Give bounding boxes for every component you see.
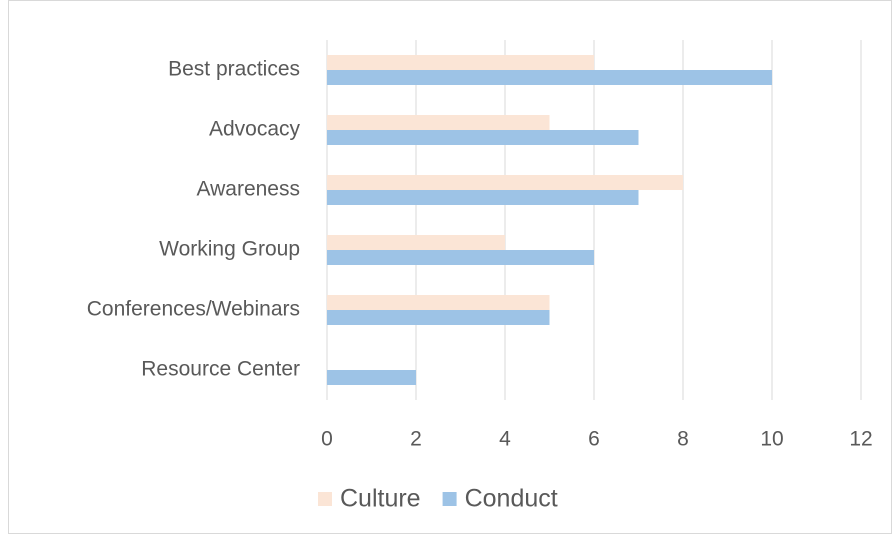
x-tick-label: 4 (499, 428, 511, 451)
bar (327, 190, 639, 205)
x-tick-label: 0 (321, 428, 333, 451)
bar (327, 115, 550, 130)
legend-swatch (318, 492, 332, 506)
bar (327, 130, 639, 145)
x-tick-label: 8 (677, 428, 689, 451)
legend-label: Conduct (465, 485, 558, 513)
y-tick-label: Awareness (196, 178, 300, 201)
y-tick-label: Best practices (168, 58, 300, 81)
bar (327, 370, 416, 385)
bar (327, 235, 505, 250)
y-tick-label: Working Group (159, 238, 300, 261)
chart-border (8, 0, 892, 534)
legend-label: Culture (340, 485, 421, 513)
x-tick-label: 6 (588, 428, 600, 451)
x-tick-label: 2 (410, 428, 422, 451)
bar (327, 250, 594, 265)
y-tick-label: Conferences/Webinars (87, 298, 300, 321)
bar (327, 70, 772, 85)
y-tick-label: Advocacy (209, 118, 301, 141)
x-tick-label: 12 (849, 428, 872, 451)
bar (327, 310, 550, 325)
y-tick-label: Resource Center (141, 358, 300, 381)
bar (327, 175, 683, 190)
bar (327, 55, 594, 70)
x-tick-label: 10 (760, 428, 783, 451)
legend-swatch (442, 492, 457, 506)
bar (327, 295, 550, 310)
